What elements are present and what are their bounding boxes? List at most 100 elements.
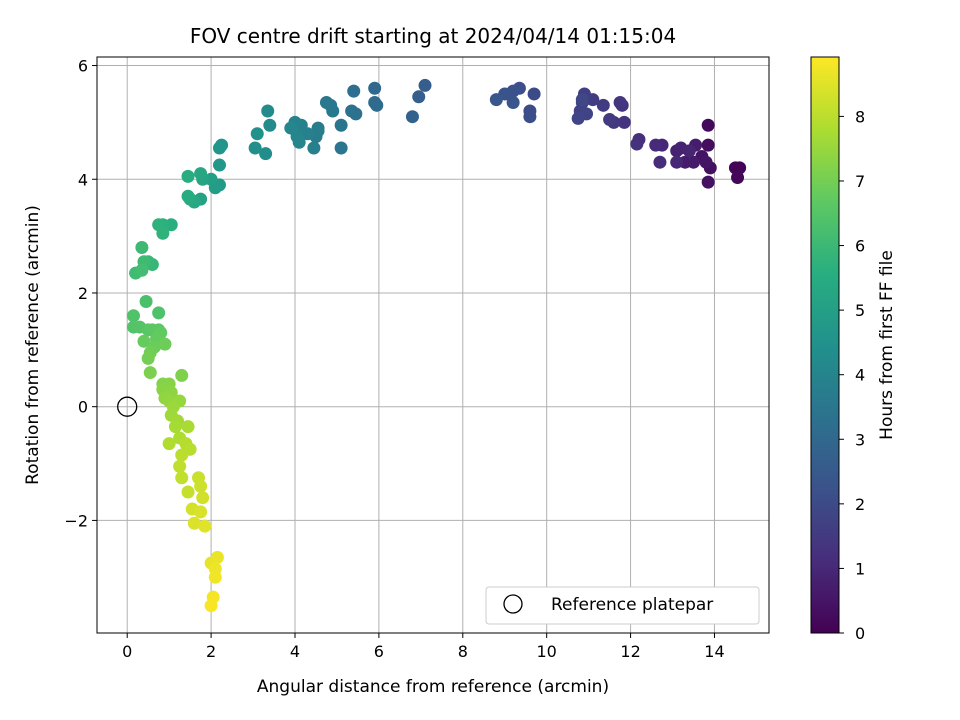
- colorbar-tick-label: 7: [855, 172, 865, 191]
- colorbar-ticks: 0 1 2 3 4 5 6 7 8: [839, 107, 865, 643]
- data-point: [418, 78, 432, 92]
- data-point: [143, 366, 157, 380]
- data-point: [311, 124, 325, 138]
- legend-label: Reference platepar: [551, 595, 713, 615]
- data-point: [135, 240, 149, 254]
- y-tick-label: 0: [78, 398, 88, 417]
- y-tick-label: −2: [64, 511, 88, 530]
- data-point: [181, 169, 195, 183]
- data-point: [571, 111, 585, 125]
- x-tick-label: 14: [704, 642, 724, 661]
- data-point: [194, 505, 208, 519]
- data-point: [261, 104, 275, 118]
- data-point: [575, 93, 589, 107]
- data-point: [701, 118, 715, 132]
- data-point: [731, 171, 745, 185]
- data-point: [617, 115, 631, 129]
- chart-title: FOV centre drift starting at 2024/04/14 …: [190, 24, 676, 48]
- data-point: [181, 420, 195, 434]
- colorbar-tick-label: 3: [855, 430, 865, 449]
- x-tick-label: 12: [620, 642, 640, 661]
- x-tick-label: 8: [458, 642, 468, 661]
- data-point: [158, 337, 172, 351]
- data-point: [212, 141, 226, 155]
- x-tick-label: 2: [206, 642, 216, 661]
- data-point: [527, 87, 541, 101]
- data-point: [187, 516, 201, 530]
- data-point: [334, 118, 348, 132]
- data-point: [368, 81, 382, 95]
- data-point: [506, 95, 520, 109]
- data-point: [181, 189, 195, 203]
- reference-platepar-marker: [117, 396, 138, 417]
- data-point: [523, 110, 537, 124]
- x-axis-ticks: 0 2 4 6 8 10 12 14: [122, 633, 725, 661]
- colorbar-tick-label: 6: [855, 237, 865, 256]
- data-point: [208, 570, 222, 584]
- data-point: [649, 138, 663, 152]
- x-tick-label: 10: [536, 642, 556, 661]
- data-point: [263, 118, 277, 132]
- data-point: [326, 104, 340, 118]
- data-point: [489, 93, 503, 107]
- data-point: [701, 138, 715, 152]
- x-tick-label: 0: [122, 642, 132, 661]
- data-point: [212, 158, 226, 172]
- data-point: [135, 263, 149, 277]
- colorbar-label: Hours from first FF file: [877, 250, 897, 440]
- legend-box: [485, 586, 760, 625]
- data-point: [139, 295, 153, 309]
- data-point: [292, 135, 306, 149]
- data-point: [307, 141, 321, 155]
- data-point: [248, 141, 262, 155]
- data-point: [175, 471, 189, 485]
- data-point: [152, 306, 166, 320]
- data-point: [204, 599, 218, 613]
- colorbar-tick-label: 8: [855, 107, 865, 126]
- data-point: [728, 161, 742, 175]
- data-point: [175, 448, 189, 462]
- y-axis-label: Rotation from reference (arcmin): [23, 205, 43, 485]
- data-point: [653, 155, 667, 169]
- data-points: [126, 78, 747, 613]
- x-tick-label: 6: [374, 642, 384, 661]
- data-point: [194, 479, 208, 493]
- data-point: [701, 175, 715, 189]
- data-point: [603, 113, 617, 127]
- colorbar-tick-label: 2: [855, 495, 865, 514]
- data-point: [699, 155, 713, 169]
- data-point: [210, 550, 224, 564]
- colorbar-tick-label: 5: [855, 301, 865, 320]
- y-tick-label: 6: [78, 57, 88, 76]
- data-point: [370, 98, 384, 112]
- data-point: [682, 144, 696, 158]
- data-point: [137, 334, 151, 348]
- data-point: [345, 104, 359, 118]
- data-point: [284, 121, 298, 135]
- colorbar-tick-label: 0: [855, 624, 865, 643]
- data-point: [334, 141, 348, 155]
- data-point: [196, 491, 210, 505]
- data-point: [181, 485, 195, 499]
- data-point: [168, 420, 182, 434]
- data-point: [630, 137, 644, 151]
- colorbar-gradient: [810, 56, 840, 634]
- y-tick-label: 2: [78, 284, 88, 303]
- data-point: [194, 167, 208, 181]
- data-point: [175, 368, 189, 382]
- x-tick-label: 4: [290, 642, 300, 661]
- data-point: [259, 147, 273, 161]
- reference-marker: [117, 396, 138, 417]
- data-point: [156, 226, 170, 240]
- data-point: [141, 351, 155, 365]
- data-point: [596, 98, 610, 112]
- data-point: [126, 309, 140, 323]
- data-point: [347, 84, 361, 98]
- x-axis-label: Angular distance from reference (arcmin): [257, 677, 609, 697]
- data-point: [198, 519, 212, 533]
- y-axis-ticks: −2 0 2 4 6: [64, 57, 97, 530]
- data-point: [162, 437, 176, 451]
- colorbar: 0 1 2 3 4 5 6 7 8 Hours from first FF file: [810, 56, 897, 643]
- data-point: [613, 95, 627, 109]
